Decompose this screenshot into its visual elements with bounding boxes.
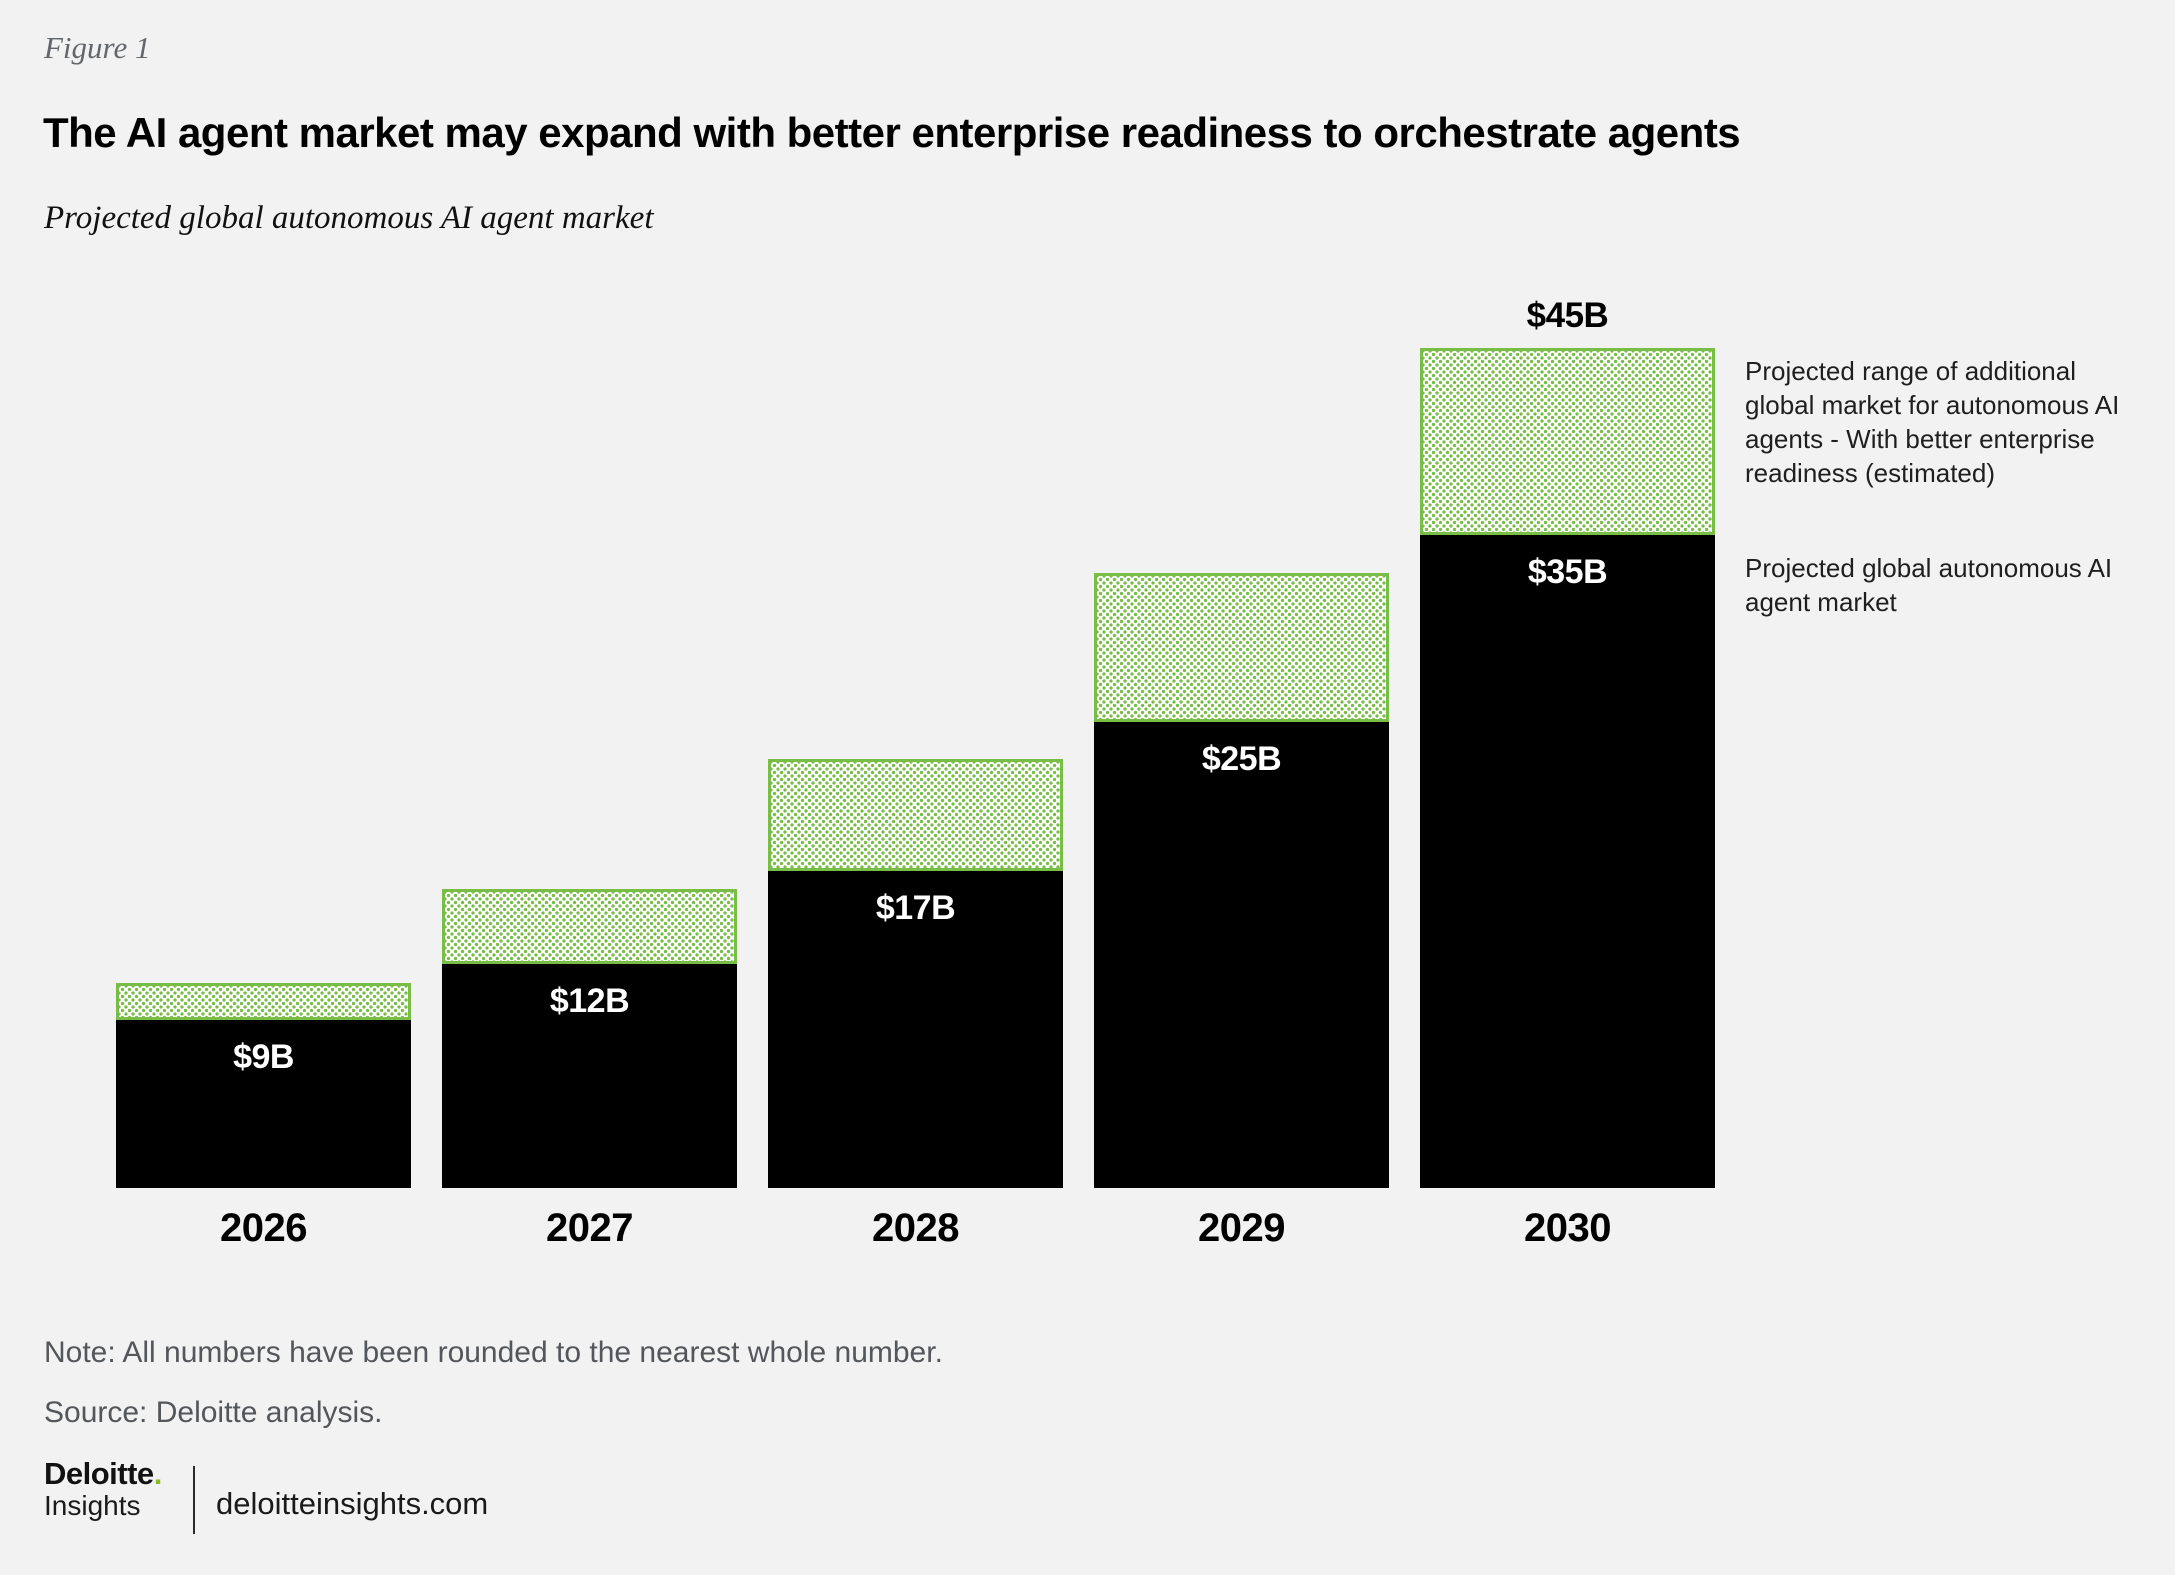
chart-subtitle: Projected global autonomous AI agent mar…	[44, 200, 654, 236]
x-axis-label-2029: 2029	[1198, 1206, 1285, 1250]
bar-value-label-2028: $17B	[875, 889, 956, 927]
site-url: deloitteinsights.com	[216, 1486, 489, 1521]
bar-segment-base-2026	[116, 1020, 411, 1188]
bar-segment-base-2027	[442, 964, 737, 1188]
chart-source: Source: Deloitte analysis.	[44, 1396, 383, 1429]
brand-sub-wordmark: Insights	[44, 1489, 141, 1521]
logo-divider	[193, 1466, 195, 1534]
bar-segment-additional-2028	[768, 759, 1063, 871]
page-title: The AI agent market may expand with bett…	[43, 109, 1741, 156]
x-axis-label-2028: 2028	[872, 1206, 959, 1250]
x-axis-label-2027: 2027	[546, 1206, 633, 1250]
bar-value-label-2027: $12B	[549, 982, 630, 1020]
bar-segment-base-2030	[1420, 535, 1715, 1188]
brand-name: Deloitte	[44, 1456, 154, 1491]
bar-value-label-2026: $9B	[233, 1038, 294, 1076]
bar-segment-base-2028	[768, 871, 1063, 1188]
chart-note: Note: All numbers have been rounded to t…	[44, 1336, 943, 1369]
bar-value-label-2029: $25B	[1201, 740, 1282, 778]
brand-green-dot-icon: .	[153, 1456, 163, 1491]
bar-segment-additional-2027	[442, 889, 737, 964]
bar-segment-additional-2026	[116, 983, 411, 1020]
x-axis-label-2026: 2026	[220, 1206, 307, 1250]
bar-value-label-2030: $35B	[1527, 553, 1608, 591]
deloitte-insights-logo: Deloitte. Insights	[44, 1456, 163, 1521]
bar-segment-base-2029	[1094, 722, 1389, 1188]
x-axis-label-2030: 2030	[1524, 1206, 1611, 1250]
bar-segment-additional-2030	[1420, 348, 1715, 535]
figure-label: Figure 1	[44, 30, 151, 65]
legend-item-additional-range: Projected range of additional global mar…	[1745, 356, 2120, 488]
bar-segment-additional-2029	[1094, 573, 1389, 722]
legend-item-base-market: Projected global autonomous AI agent mar…	[1745, 553, 2113, 617]
brand-wordmark: Deloitte.	[44, 1456, 163, 1491]
bar-total-label-2030: $45B	[1526, 296, 1609, 335]
